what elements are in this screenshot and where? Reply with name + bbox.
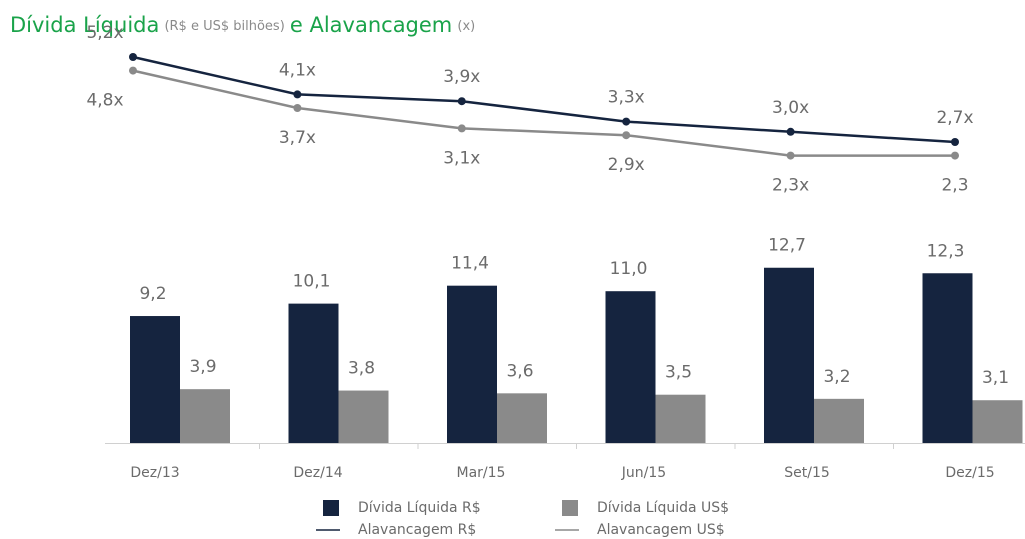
data-label: 11,4 bbox=[451, 254, 489, 274]
legend-swatch bbox=[562, 500, 578, 516]
bar bbox=[605, 291, 656, 443]
line-point bbox=[129, 53, 137, 61]
x-tick-label: Set/15 bbox=[784, 465, 830, 481]
data-label: 2,3x bbox=[772, 176, 809, 196]
data-label: 3,6 bbox=[506, 361, 533, 381]
data-label: 12,3 bbox=[927, 241, 965, 261]
line-point bbox=[457, 97, 466, 106]
line-point bbox=[786, 127, 795, 136]
bar bbox=[497, 393, 547, 443]
line-point bbox=[293, 90, 302, 99]
data-label: 3,0x bbox=[772, 98, 809, 118]
bar bbox=[180, 389, 230, 443]
data-label: 3,3x bbox=[608, 88, 645, 108]
line-point bbox=[293, 104, 302, 112]
title-part: Dívida Líquida bbox=[10, 13, 159, 37]
line-point bbox=[457, 124, 466, 133]
line-point bbox=[951, 151, 959, 160]
data-label: 2,7x bbox=[936, 108, 973, 128]
chart-title: Dívida Líquida (R$ e US$ bilhões) e Alav… bbox=[10, 13, 475, 37]
data-label: 3,2 bbox=[823, 367, 850, 387]
bar bbox=[972, 400, 1023, 443]
legend-label: Dívida Líquida US$ bbox=[597, 500, 729, 516]
x-tick-label: Dez/14 bbox=[293, 465, 342, 481]
data-label: 3,9 bbox=[189, 357, 216, 377]
data-label: 3,1 bbox=[982, 368, 1009, 388]
bar bbox=[764, 267, 814, 443]
data-label: 10,1 bbox=[293, 272, 331, 292]
data-label: 3,1x bbox=[443, 148, 480, 168]
bar bbox=[922, 273, 973, 443]
data-label: 2,9x bbox=[608, 155, 645, 175]
data-label: 2,3 bbox=[941, 176, 968, 196]
legend-label: Alavancagem R$ bbox=[358, 522, 476, 538]
line-point bbox=[951, 138, 959, 146]
bar bbox=[814, 398, 864, 443]
line bbox=[132, 69, 955, 157]
legend-label: Alavancagem US$ bbox=[597, 522, 725, 538]
data-label: 12,7 bbox=[768, 236, 806, 256]
data-label: 4,1x bbox=[279, 60, 316, 80]
title-part: (R$ e US$ bilhões) bbox=[164, 19, 284, 34]
line-point bbox=[622, 117, 631, 126]
x-tick-label: Dez/13 bbox=[130, 465, 179, 481]
line-point bbox=[786, 151, 795, 160]
legend-swatch bbox=[323, 500, 339, 516]
data-label: 3,7x bbox=[279, 128, 316, 148]
line-point bbox=[129, 66, 137, 75]
legend-label: Dívida Líquida R$ bbox=[358, 500, 481, 516]
data-label: 4,8x bbox=[86, 91, 123, 111]
data-label: 5,2x bbox=[86, 23, 123, 43]
data-label: 3,5 bbox=[665, 363, 692, 383]
title-part: (x) bbox=[457, 19, 475, 34]
bar bbox=[130, 316, 180, 443]
bar bbox=[338, 390, 389, 443]
bar bbox=[288, 303, 339, 443]
data-label: 3,8 bbox=[348, 359, 375, 379]
bar bbox=[447, 285, 497, 443]
x-tick-label: Dez/15 bbox=[945, 465, 994, 481]
bar bbox=[655, 394, 706, 443]
line-point bbox=[622, 131, 631, 140]
data-label: 11,0 bbox=[610, 259, 648, 279]
x-tick-label: Mar/15 bbox=[457, 465, 506, 481]
line bbox=[132, 55, 956, 144]
data-label: 3,9x bbox=[443, 67, 480, 87]
x-tick-label: Jun/15 bbox=[621, 465, 666, 481]
title-part: e Alavancagem bbox=[290, 13, 452, 37]
data-label: 9,2 bbox=[139, 284, 166, 304]
